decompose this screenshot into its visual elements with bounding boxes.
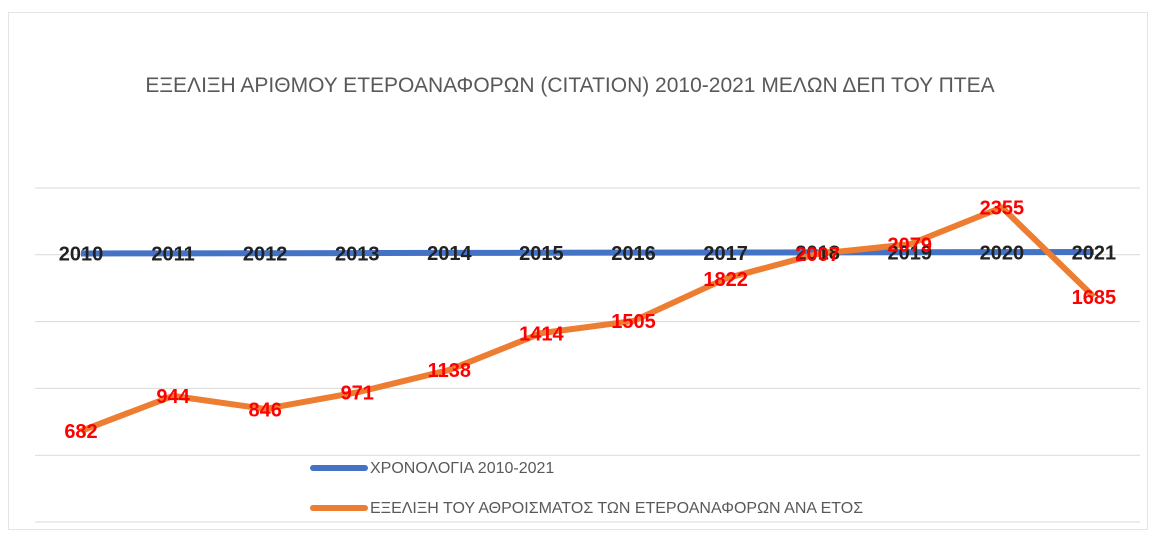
data-label: 2018	[795, 243, 840, 265]
data-label: 2355	[980, 198, 1025, 220]
data-label: 1822	[703, 269, 748, 291]
line-series	[80, 248, 1094, 257]
data-label: 2013	[335, 243, 380, 265]
data-label: 2079	[888, 235, 933, 257]
data-label: 2010	[59, 244, 104, 266]
legend-label: ΕΞΕΛΙΞΗ ΤΟΥ ΑΘΡΟΙΣΜΑΤΟΣ ΤΩΝ ΕΤΕΡΟΑΝΑΦΟΡΩ…	[370, 500, 863, 517]
data-label: 2012	[243, 243, 288, 265]
data-label: 1685	[1072, 287, 1117, 309]
legend-label: ΧΡΟΝΟΛΟΓΙΑ 2010-2021	[370, 460, 554, 477]
data-label: 2017	[703, 243, 748, 265]
data-label: 2016	[611, 243, 656, 265]
line-series	[79, 204, 1097, 434]
data-label: 2020	[980, 242, 1025, 264]
data-label: 2007	[795, 244, 840, 266]
data-label: 2014	[427, 243, 472, 265]
chart-title: ΕΞΕΛΙΞΗ ΑΡΙΘΜΟΥ ΕΤΕΡΟΑΝΑΦΟΡΩΝ (CITATION)…	[145, 74, 995, 97]
data-label: 1414	[519, 323, 564, 345]
data-label: 2019	[888, 243, 933, 265]
data-label: 2011	[151, 244, 194, 266]
data-label: 846	[248, 399, 281, 421]
chart-frame	[8, 12, 1148, 530]
data-label: 682	[64, 421, 97, 443]
data-label: 1505	[611, 311, 656, 333]
data-label: 2015	[519, 243, 564, 265]
data-label: 944	[156, 386, 190, 408]
data-label: 1138	[428, 360, 471, 382]
data-label: 2021	[1072, 242, 1117, 264]
data-label: 971	[341, 383, 374, 405]
